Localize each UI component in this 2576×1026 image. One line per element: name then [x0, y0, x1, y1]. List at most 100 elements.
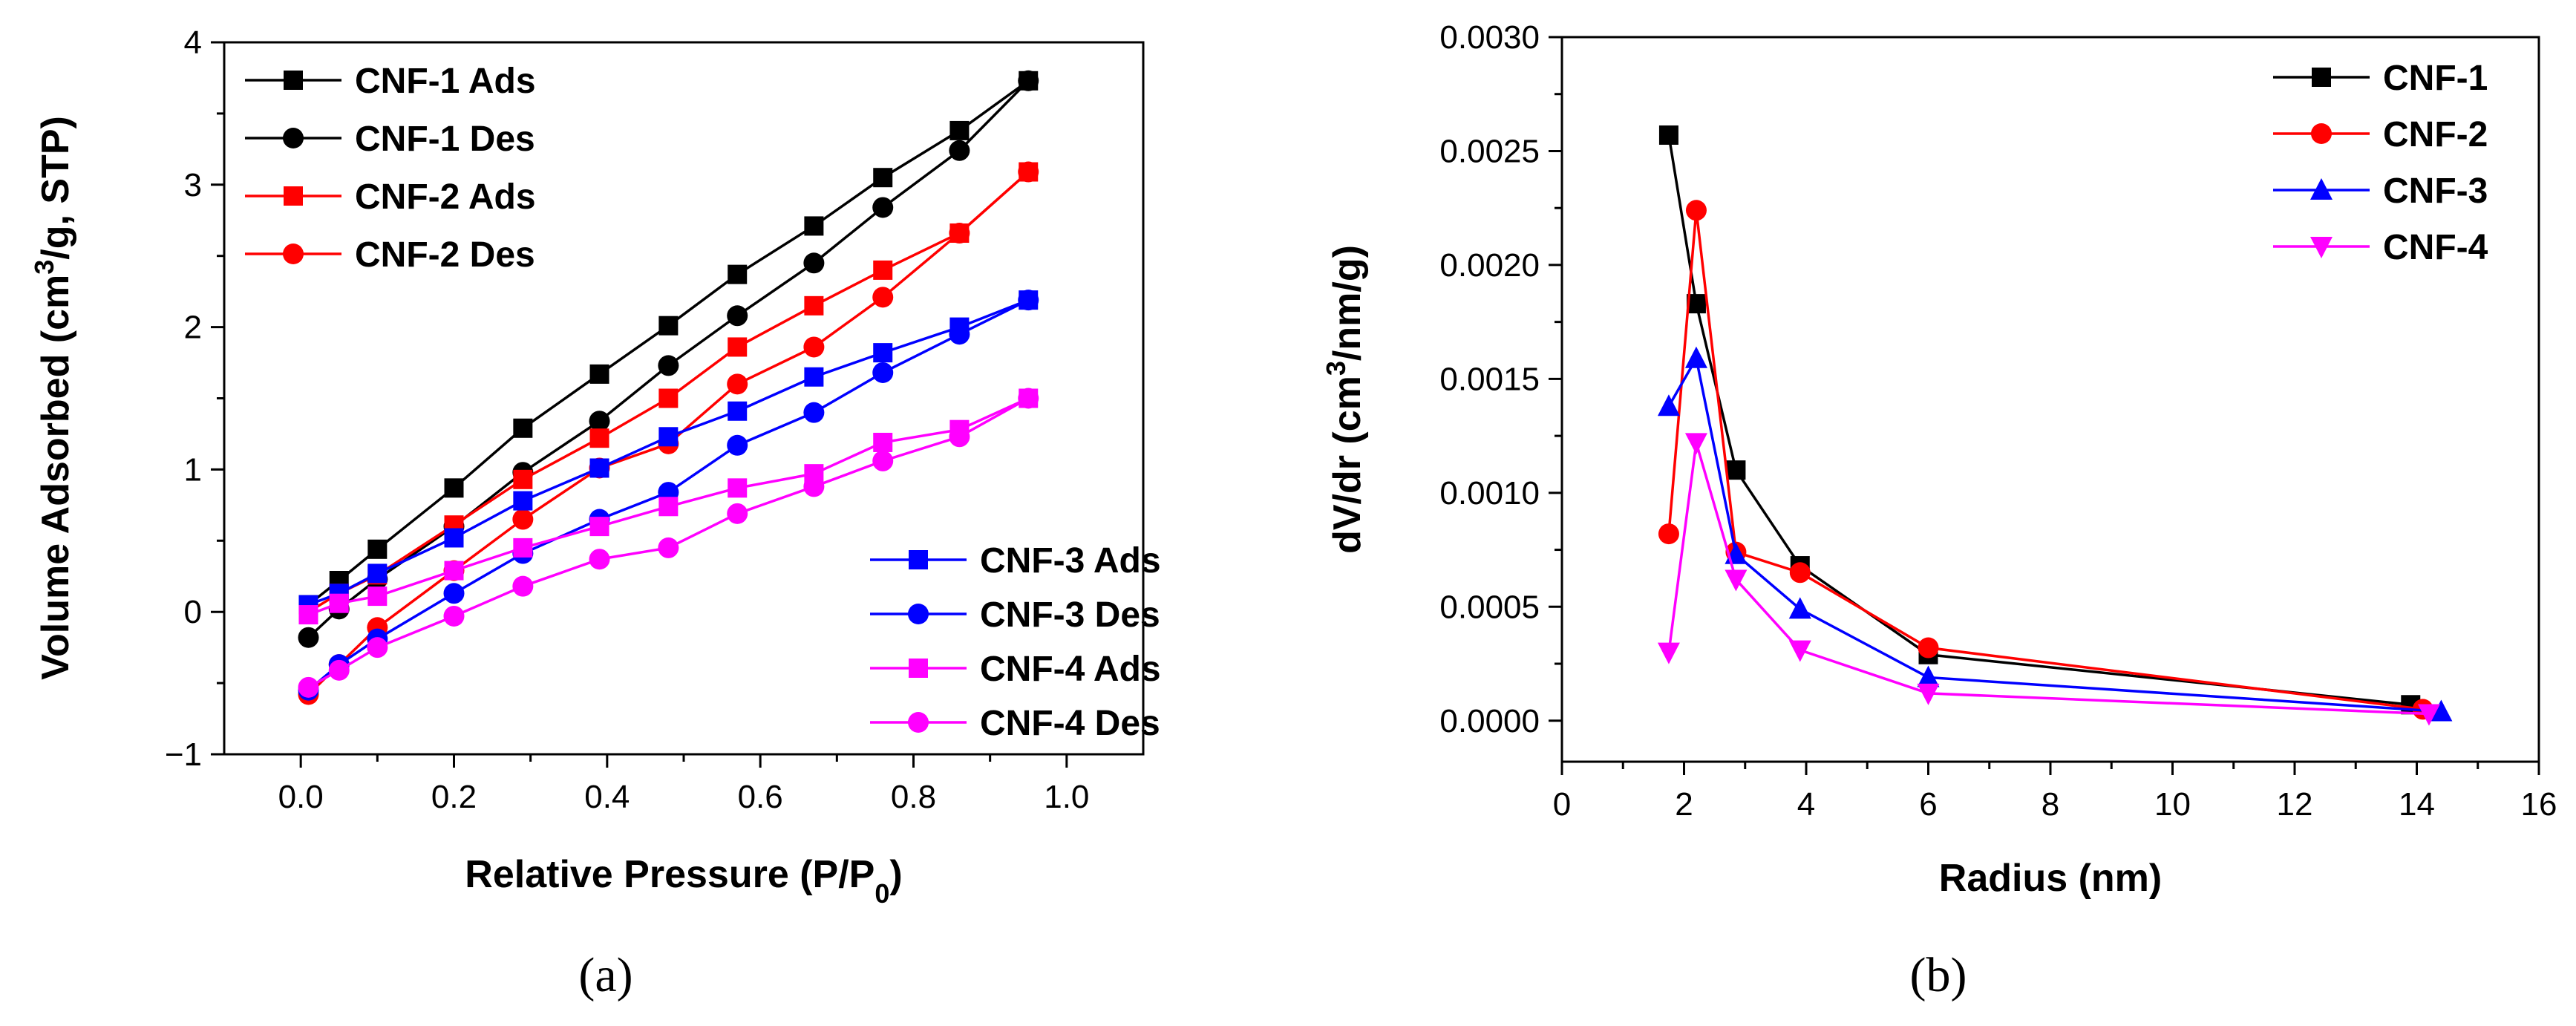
- legend-item-cnf-4: CNF-4: [2273, 228, 2488, 267]
- data-point-cnf-4-ads: [589, 517, 609, 537]
- panel-b-y-tick-label: 0.0030: [1439, 19, 1540, 56]
- data-point-cnf-2-des: [872, 287, 894, 308]
- data-point-cnf-3-ads: [873, 343, 893, 363]
- data-point-cnf-1-des: [803, 252, 825, 274]
- data-point-cnf-1-des: [1018, 70, 1039, 91]
- data-point-cnf-1-des: [658, 355, 679, 376]
- data-point-cnf-4: [1788, 640, 1811, 662]
- data-point-cnf-3-des: [872, 362, 894, 383]
- legend-item-cnf-2-des: CNF-2 Des: [245, 235, 535, 275]
- panel-b-pore-size-distribution: 0 2 4 6 8 10 12 14 16 0.0000 0.0005 0.0010 0.0015 0.0…: [1321, 19, 2557, 1002]
- series-cnf-2: [1658, 200, 2433, 720]
- data-point-cnf-3-ads: [728, 401, 748, 421]
- legend-marker: [2310, 237, 2333, 258]
- legend-marker: [2312, 68, 2331, 87]
- series-line-cnf-1-ads: [307, 79, 1030, 606]
- data-point-cnf-4-ads: [658, 497, 679, 517]
- data-point-cnf-3-ads: [513, 491, 533, 511]
- series-cnf-3-des: [298, 290, 1039, 701]
- panel-b-x-tick-label: 16: [2521, 786, 2557, 823]
- panel-b-caption: (b): [1910, 948, 1967, 1002]
- panel-a-series: [298, 70, 1039, 705]
- legend-marker: [2311, 123, 2332, 144]
- data-point-cnf-4-des: [512, 575, 534, 597]
- panel-b-axes: 0 2 4 6 8 10 12 14 16 0.0000 0.0005 0.0010 0.0015 0.0…: [1439, 19, 2557, 823]
- data-point-cnf-2-des: [949, 223, 970, 244]
- data-point-cnf-4: [1725, 569, 1748, 592]
- data-point-cnf-3: [1917, 665, 1940, 687]
- data-point-cnf-1-ads: [513, 418, 533, 438]
- panel-b-x-tick-label: 2: [1675, 786, 1693, 823]
- legend-item-cnf-1: CNF-1: [2273, 59, 2488, 98]
- data-point-cnf-2-des: [512, 509, 534, 530]
- data-point-cnf-3-des: [803, 402, 825, 423]
- data-point-cnf-2: [1685, 200, 1707, 221]
- legend-label: CNF-3 Des: [980, 595, 1160, 635]
- panel-a-x-tick-label: 0.0: [278, 779, 324, 815]
- series-cnf-4-des: [298, 388, 1039, 698]
- data-point-cnf-4: [1657, 642, 1680, 664]
- legend-label: CNF-3: [2383, 171, 2488, 211]
- legend-marker: [283, 128, 304, 148]
- panel-a-y-tick-label: 0: [184, 594, 202, 630]
- data-point-cnf-4-des: [328, 659, 350, 681]
- data-point-cnf-3-des: [949, 324, 970, 345]
- data-point-cnf-3-ads: [804, 367, 824, 387]
- data-point-cnf-1: [1726, 460, 1746, 480]
- legend-item-cnf-3: CNF-3: [2273, 171, 2488, 211]
- legend-marker: [909, 659, 928, 678]
- data-point-cnf-2-des: [727, 373, 748, 395]
- panel-b-x-tick-label: 8: [2041, 786, 2059, 823]
- panel-b-y-tick-label: 0.0020: [1439, 247, 1540, 284]
- panel-a-y-axis-title: Volume Adsorbed (cm3/g, STP): [29, 116, 78, 680]
- data-point-cnf-4-des: [949, 426, 970, 448]
- panel-a-x-tick-label: 0.6: [738, 779, 783, 815]
- panel-b-y-tick-label: 0.0010: [1439, 475, 1540, 512]
- series-line-cnf-2: [1667, 210, 2423, 711]
- data-point-cnf-1-ads: [444, 478, 464, 498]
- data-point-cnf-3: [2430, 699, 2453, 722]
- legend-item-cnf-4-des: CNF-4 Des: [870, 704, 1160, 743]
- series-line-cnf-1: [1667, 134, 2411, 707]
- data-point-cnf-1-ads: [658, 316, 679, 336]
- panel-b-x-tick-label: 12: [2277, 786, 2313, 823]
- data-point-cnf-2-ads: [873, 260, 893, 280]
- legend-item-cnf-2-ads: CNF-2 Ads: [245, 177, 536, 217]
- data-point-cnf-4-des: [443, 605, 465, 627]
- panel-a-axes: 0.0 0.2 0.4 0.6 0.8 1.0 −1 0 1 2 3 4: [165, 24, 1090, 815]
- data-point-cnf-1-ads: [949, 120, 970, 140]
- data-point-cnf-3-des: [443, 583, 465, 604]
- legend-label: CNF-2 Ads: [355, 177, 536, 217]
- panel-b-y-axis-title: dV/dr (cm3/nm/g): [1321, 245, 1370, 554]
- panel-a-x-tick-label: 0.8: [891, 779, 936, 815]
- data-point-cnf-4-ads: [329, 593, 349, 613]
- series-line-cnf-3: [1667, 354, 2442, 713]
- panel-a-y-tick-label: 1: [184, 451, 202, 488]
- panel-b-x-tick-label: 0: [1553, 786, 1571, 823]
- series-cnf-4: [1657, 433, 2440, 726]
- data-point-cnf-4: [1684, 433, 1707, 455]
- panel-b-y-tick-label: 0.0000: [1439, 703, 1540, 739]
- data-point-cnf-3: [1788, 597, 1811, 619]
- data-point-cnf-3-des: [1018, 290, 1039, 311]
- legend-marker: [908, 604, 929, 624]
- series-cnf-1: [1658, 125, 2421, 715]
- data-point-cnf-3-ads: [444, 528, 464, 548]
- data-point-cnf-3: [1657, 394, 1680, 416]
- panel-b-series: [1657, 125, 2453, 726]
- data-point-cnf-3: [1684, 346, 1707, 368]
- data-point-cnf-4-des: [872, 450, 894, 471]
- data-point-cnf-4: [1917, 683, 1940, 705]
- panel-a-caption: (a): [578, 948, 632, 1002]
- legend-label: CNF-4 Ads: [980, 650, 1161, 689]
- panel-b-x-tick-label: 10: [2154, 786, 2191, 823]
- data-point-cnf-2-ads: [658, 388, 679, 408]
- data-point-cnf-1-des: [872, 197, 894, 218]
- panel-b-y-tick-label: 0.0015: [1439, 361, 1540, 397]
- legend-marker: [908, 712, 929, 733]
- data-point-cnf-4-des: [367, 637, 388, 659]
- panel-a-y-tick-label: −1: [165, 736, 202, 773]
- data-point-cnf-4-des: [727, 503, 748, 524]
- data-point-cnf-2-des: [803, 336, 825, 358]
- panel-a-x-axis-title: Relative Pressure (P/P0): [465, 853, 902, 909]
